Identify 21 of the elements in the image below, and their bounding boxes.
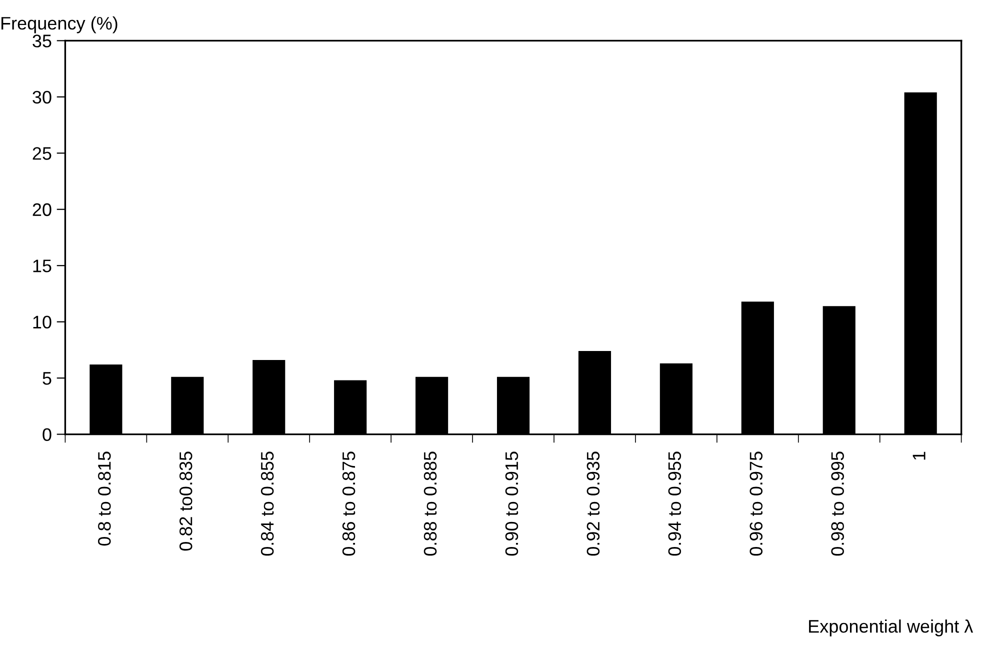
y-tick-label: 15 xyxy=(33,260,52,272)
y-tick-label: 5 xyxy=(42,372,52,385)
x-tick-label: 0.84 to 0.855 xyxy=(260,452,274,556)
x-axis-title: Exponential weight λ xyxy=(809,619,974,636)
x-tick-label: 0.82 to0.835 xyxy=(179,452,192,551)
x-tick-label: 0.92 to 0.935 xyxy=(586,452,600,556)
x-tick-label: 0.88 to 0.885 xyxy=(424,452,437,556)
x-tick-label: 0.8 to 0.815 xyxy=(98,452,111,546)
y-tick-label: 35 xyxy=(32,34,52,48)
x-tick-label: 0.96 to 0.975 xyxy=(750,452,763,556)
y-tick-label: 10 xyxy=(33,316,52,329)
y-tick-label: 30 xyxy=(32,90,52,104)
y-tick-label: 25 xyxy=(32,147,52,160)
x-tick-label: 0.90 to 0.915 xyxy=(505,452,518,556)
x-tick-label: 0.86 to 0.875 xyxy=(342,452,356,556)
x-tick-label: 0.94 to 0.955 xyxy=(668,452,682,556)
x-tick-label: 1 xyxy=(912,452,926,460)
y-tick-label: 0 xyxy=(42,428,52,441)
x-tick-label: 0.98 to 0.995 xyxy=(831,452,844,556)
y-axis-title: Frequency (%) xyxy=(1,16,118,34)
y-tick-label: 20 xyxy=(32,203,52,216)
